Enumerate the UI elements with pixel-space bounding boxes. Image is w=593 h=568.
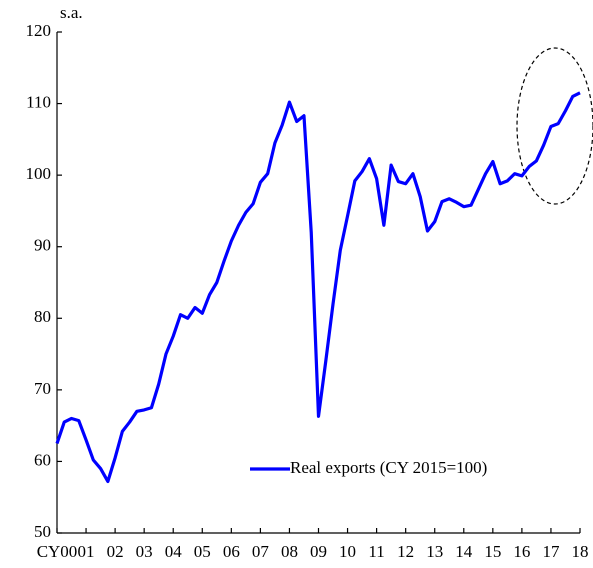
data-line <box>55 91 581 484</box>
legend-label: Real exports (CY 2015=100) <box>290 458 487 477</box>
y-tick-label: 60 <box>34 450 51 469</box>
x-tick-label: 12 <box>397 542 414 561</box>
x-tick-label: 10 <box>339 542 356 561</box>
x-tick-label: 18 <box>572 542 589 561</box>
y-tick-label: 70 <box>34 379 51 398</box>
y-tick-label: 80 <box>34 307 51 326</box>
y-tick-label: 90 <box>34 236 51 255</box>
y-tick-label: 100 <box>26 164 52 183</box>
highlight-ellipse <box>516 47 593 205</box>
unit-annotation: s.a. <box>60 3 83 22</box>
y-tick-label: 120 <box>26 21 52 40</box>
x-tick-label: 04 <box>165 542 183 561</box>
x-tick-label: 17 <box>542 542 560 561</box>
y-tick-label: 50 <box>34 522 51 541</box>
x-tick-label: 11 <box>368 542 384 561</box>
x-tick-label: 16 <box>513 542 530 561</box>
x-tick-label: 15 <box>484 542 501 561</box>
x-tick-label: CY00 <box>37 542 78 561</box>
y-tick-label: 110 <box>26 92 51 111</box>
x-tick-label: 09 <box>310 542 327 561</box>
x-tick-label: 08 <box>281 542 298 561</box>
x-tick-label: 02 <box>107 542 124 561</box>
x-tick-label: 05 <box>194 542 211 561</box>
x-tick-label: 14 <box>455 542 473 561</box>
x-tick-label: 06 <box>223 542 240 561</box>
x-tick-label: 01 <box>78 542 95 561</box>
x-tick-label: 13 <box>426 542 443 561</box>
x-tick-label: 03 <box>136 542 153 561</box>
x-tick-label: 07 <box>252 542 270 561</box>
